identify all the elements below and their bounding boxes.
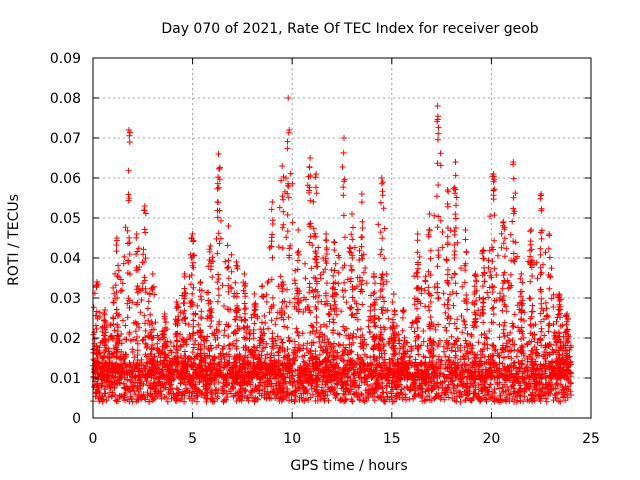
data-point <box>444 345 451 352</box>
data-point <box>177 380 184 386</box>
data-point <box>241 387 248 394</box>
data-point <box>319 378 326 385</box>
data-point <box>427 337 434 344</box>
data-point <box>346 335 353 342</box>
data-point <box>511 359 518 366</box>
data-point <box>437 379 444 386</box>
data-point <box>321 395 328 402</box>
data-point <box>380 397 387 404</box>
data-point <box>99 398 106 405</box>
data-point <box>496 353 503 360</box>
data-point <box>533 386 540 393</box>
data-point <box>379 385 386 392</box>
data-point <box>263 340 270 347</box>
data-point <box>237 385 244 392</box>
data-series-roti <box>90 95 574 405</box>
data-point <box>496 360 503 366</box>
data-point <box>291 338 298 345</box>
data-point <box>496 334 503 341</box>
data-point <box>144 389 151 396</box>
data-point <box>549 359 555 366</box>
data-point <box>457 399 464 405</box>
data-point <box>174 386 181 393</box>
data-point <box>508 347 515 354</box>
data-point <box>233 398 240 404</box>
data-point <box>147 390 154 397</box>
data-point <box>430 338 437 345</box>
data-point <box>472 386 479 393</box>
data-point <box>568 392 574 399</box>
data-point <box>164 398 171 405</box>
data-point <box>500 355 507 361</box>
data-point <box>494 350 501 357</box>
data-point <box>194 393 201 400</box>
data-point <box>536 379 543 386</box>
data-point <box>550 397 557 404</box>
data-point <box>437 337 443 344</box>
data-point <box>398 386 405 393</box>
data-point <box>103 397 110 404</box>
data-point <box>127 377 134 384</box>
data-point <box>368 382 374 389</box>
data-point <box>543 398 550 405</box>
data-point <box>304 340 311 347</box>
data-point <box>437 370 444 376</box>
data-point <box>320 395 327 402</box>
data-point <box>437 380 444 387</box>
data-point <box>555 398 562 405</box>
data-point <box>565 386 572 393</box>
data-point <box>402 391 409 398</box>
data-point <box>139 337 146 344</box>
data-point <box>505 386 512 393</box>
